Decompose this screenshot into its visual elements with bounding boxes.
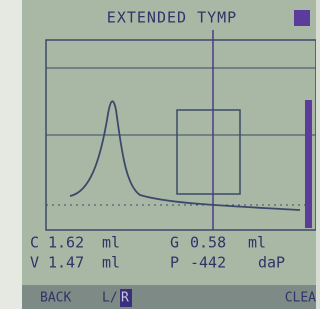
back-key[interactable]: BACK [40, 291, 71, 306]
clear-key[interactable]: CLEA [285, 291, 316, 306]
reading-value: -442 [190, 254, 226, 272]
reading-unit: ml [102, 234, 120, 252]
reading-label: V [30, 254, 39, 272]
side-active[interactable]: R [121, 291, 129, 306]
side-key[interactable]: L/ [102, 291, 118, 306]
reading-label: P [170, 254, 179, 272]
reading-value: 0.58 [190, 234, 226, 252]
device-screen: EXTENDED TYMP C 1.62 ml G 0.58 ml V 1.47… [0, 0, 316, 309]
scale-bar [305, 100, 312, 228]
reading-unit: ml [248, 234, 266, 252]
reading-unit: daP [258, 254, 285, 272]
reading-value: 1.62 [48, 234, 84, 252]
screen-title: EXTENDED TYMP [107, 9, 237, 27]
reading-unit: ml [102, 254, 120, 272]
indicator [294, 10, 310, 26]
reading-label: G [170, 234, 179, 252]
reading-label: C [30, 234, 39, 252]
reading-value: 1.47 [48, 254, 84, 272]
